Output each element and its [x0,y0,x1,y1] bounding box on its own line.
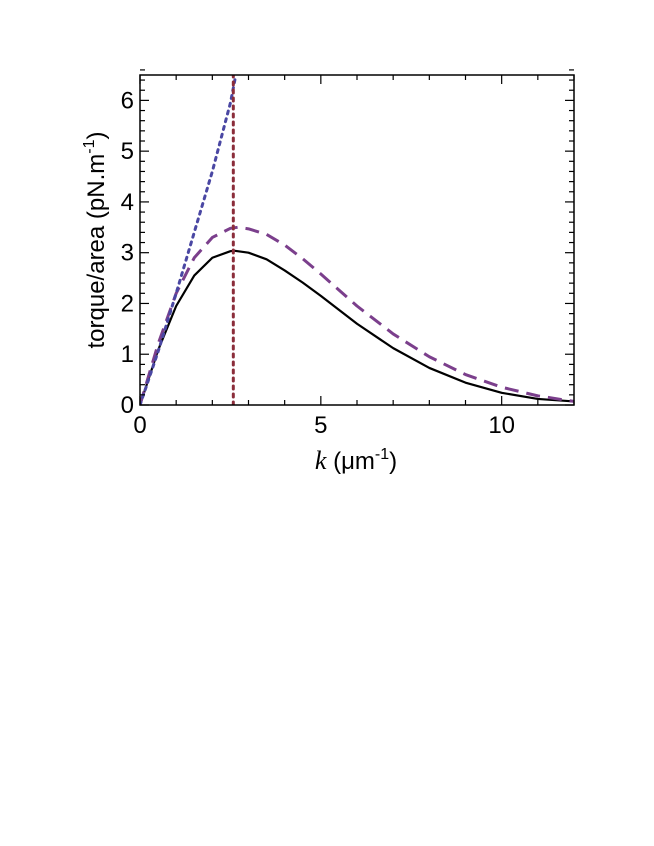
axes: 0 5 10 0 1 2 3 4 5 6 [121,69,575,439]
y-axis-label-exp: -1 [81,139,98,153]
x-axis-unit-exp: -1 [375,446,389,463]
x-tick-label: 10 [488,412,515,439]
series-group [140,75,574,405]
y-tick-label: 4 [121,189,134,216]
y-tick-label: 1 [121,341,134,368]
x-axis-label: k (μm-1) [315,446,397,475]
y-tick-label: 3 [121,240,134,267]
x-tick-label: 0 [133,412,146,439]
y-tick-label: 0 [121,392,134,419]
plot-area [140,75,574,405]
series-line-1-solid [140,249,574,405]
y-tick-label: 6 [121,87,134,114]
plot-frame [139,74,575,406]
axis-labels: k (μm-1) torque/area (pN.m-1) [81,132,397,476]
y-axis-label-text: torque/area (pN.m [83,154,110,349]
x-axis-unit-suffix: ) [389,448,397,475]
series-line-3-dotted [140,75,238,405]
y-axis-label: torque/area (pN.m-1) [81,132,110,349]
x-tick-label: 5 [314,412,327,439]
series-line-2-dashed [140,225,574,405]
y-tick-label: 5 [121,138,134,165]
y-tick-label: 2 [121,290,134,317]
x-axis-var: k [315,446,327,475]
x-axis-unit-prefix: (μm [326,448,374,475]
y-axis-label-suffix: ) [83,132,110,140]
